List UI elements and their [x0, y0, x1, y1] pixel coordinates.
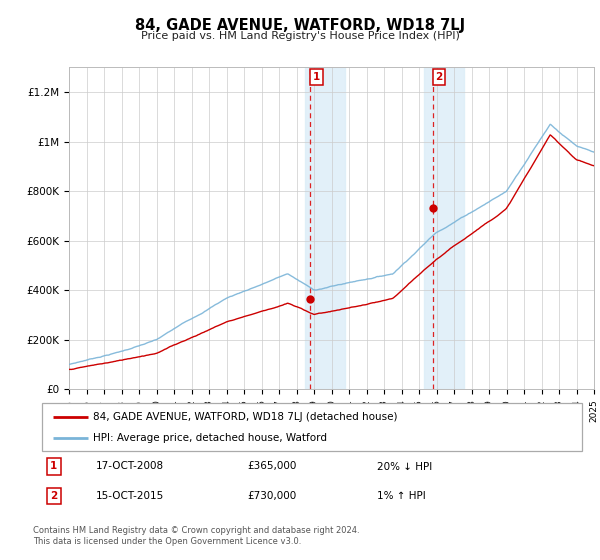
Text: 20% ↓ HPI: 20% ↓ HPI — [377, 461, 432, 472]
Bar — [305, 67, 346, 389]
Text: £730,000: £730,000 — [247, 491, 296, 501]
Text: £365,000: £365,000 — [247, 461, 296, 472]
Text: 84, GADE AVENUE, WATFORD, WD18 7LJ (detached house): 84, GADE AVENUE, WATFORD, WD18 7LJ (deta… — [94, 412, 398, 422]
Text: 1: 1 — [313, 72, 320, 82]
Text: Price paid vs. HM Land Registry's House Price Index (HPI): Price paid vs. HM Land Registry's House … — [140, 31, 460, 41]
Text: 2: 2 — [50, 491, 58, 501]
Text: 84, GADE AVENUE, WATFORD, WD18 7LJ: 84, GADE AVENUE, WATFORD, WD18 7LJ — [135, 18, 465, 33]
Bar — [424, 67, 464, 389]
Text: 2: 2 — [436, 72, 443, 82]
Text: Contains HM Land Registry data © Crown copyright and database right 2024.
This d: Contains HM Land Registry data © Crown c… — [33, 526, 359, 546]
Text: 17-OCT-2008: 17-OCT-2008 — [96, 461, 164, 472]
FancyBboxPatch shape — [42, 403, 582, 451]
Text: 1: 1 — [50, 461, 58, 472]
Text: 1% ↑ HPI: 1% ↑ HPI — [377, 491, 425, 501]
Text: HPI: Average price, detached house, Watford: HPI: Average price, detached house, Watf… — [94, 433, 328, 444]
Text: 15-OCT-2015: 15-OCT-2015 — [96, 491, 164, 501]
